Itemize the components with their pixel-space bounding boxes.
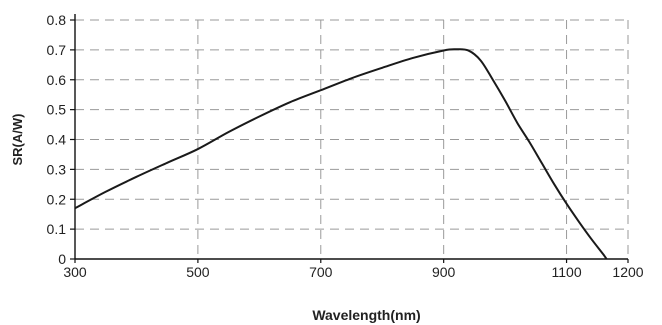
x-tick-labels: 300 500 700 900 1100 1200 [63, 264, 643, 280]
y-tick-label-8: 0.8 [47, 12, 67, 28]
y-axis-title: SR(A/W) [10, 114, 25, 166]
series-layer [74, 48, 608, 260]
x-tick-label-2: 700 [309, 264, 333, 280]
y-tick-label-7: 0.7 [47, 42, 67, 58]
x-tick-label-0: 300 [63, 264, 87, 280]
x-tick-label-1: 500 [186, 264, 210, 280]
y-tick-label-0: 0 [58, 251, 66, 267]
grid-layer [75, 19, 629, 259]
y-tick-label-1: 0.1 [47, 221, 67, 237]
axis-layer [70, 14, 629, 263]
y-tick-labels: 0 0.1 0.2 0.3 0.4 0.5 0.6 0.7 0.8 [47, 12, 67, 267]
series-line-0 [74, 48, 608, 260]
x-tick-label-5: 1200 [612, 264, 643, 280]
y-tick-label-6: 0.6 [47, 72, 67, 88]
x-axis-title: Wavelength(nm) [312, 307, 420, 323]
y-tick-label-2: 0.2 [47, 191, 67, 207]
y-tick-label-4: 0.4 [47, 132, 67, 148]
x-tick-label-4: 1100 [552, 264, 582, 280]
y-tick-label-3: 0.3 [47, 161, 67, 177]
x-tick-label-3: 900 [432, 264, 456, 280]
y-tick-label-5: 0.5 [47, 102, 67, 118]
